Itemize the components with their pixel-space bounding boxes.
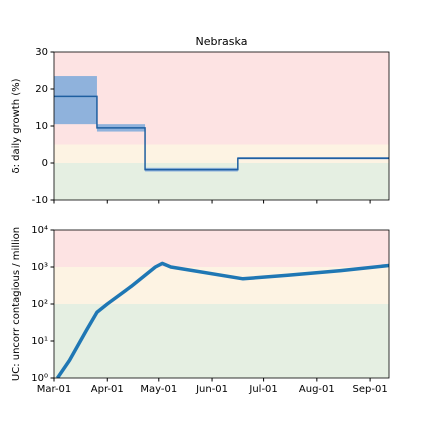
axes-frame [53, 229, 390, 379]
y-tick-label: 0 [42, 158, 48, 169]
y-tick-label: 10³ [31, 262, 48, 273]
axes-frame [53, 51, 390, 201]
zone [54, 144, 389, 163]
y-tick-label: 30 [35, 47, 48, 58]
x-tick-label: Apr-01 [91, 384, 124, 395]
y-tick-label: -10 [32, 195, 48, 206]
chart-title: Nebraska [196, 35, 248, 48]
x-tick-label: Sep-01 [353, 384, 388, 395]
y-axis-label: UC: uncorr contagious / million [11, 227, 22, 381]
x-tick-label: Aug-01 [299, 384, 335, 395]
x-tick-label: May-01 [140, 384, 177, 395]
y-tick-label: 10⁴ [31, 225, 48, 236]
x-tick-label: Jul-01 [248, 384, 277, 395]
y-axis-label: δ: daily growth (%) [11, 78, 22, 173]
y-tick-label: 10¹ [31, 336, 48, 347]
zone [54, 304, 389, 378]
band [54, 76, 97, 125]
zone [54, 267, 389, 304]
line [55, 261, 389, 378]
y-tick-label: 10² [31, 299, 48, 310]
step-line [54, 95, 389, 171]
y-tick-label: 10⁰ [31, 373, 48, 384]
x-tick-label: Jun-01 [195, 384, 228, 395]
zone [54, 230, 389, 267]
x-tick-label: Mar-01 [37, 384, 72, 395]
y-tick-label: 10 [35, 121, 48, 132]
y-tick-label: 20 [35, 84, 48, 95]
